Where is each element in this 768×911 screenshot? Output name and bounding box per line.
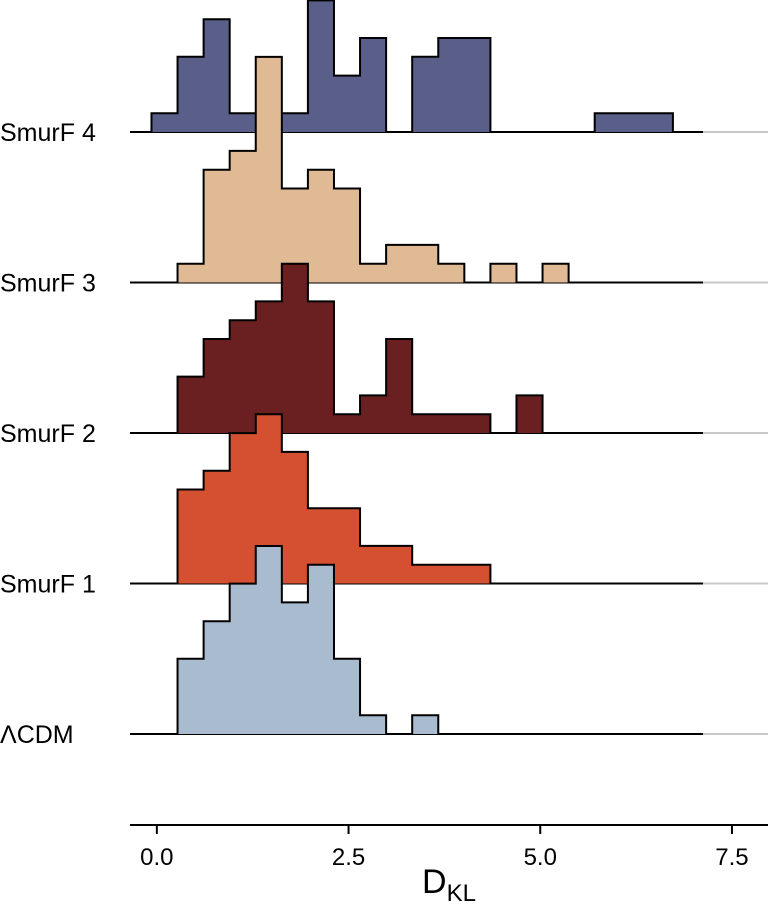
histogram-bar [281,451,309,584]
histogram-bar [333,658,361,734]
histogram-bar [177,658,205,734]
histogram-bar [151,113,179,132]
histogram-bar [412,715,439,734]
histogram-bar [646,113,674,132]
histogram-bar [412,244,439,283]
histogram-bar [203,19,231,133]
histogram-bar [281,263,309,433]
x-tick-label: 5.0 [524,844,557,871]
histogram-bar [333,188,361,283]
histogram-bar [360,545,387,584]
histogram-bar [281,113,309,132]
histogram-bar [203,169,231,283]
histogram-bar [255,56,283,283]
histogram-bar [438,564,465,584]
histogram-outline [151,55,673,284]
histogram-bar [438,263,465,283]
histogram-bar [360,263,387,283]
histogram-bar [360,715,387,734]
histogram-bar [177,489,205,584]
series-label: SmurF 2 [0,420,96,448]
histogram-bar [464,414,491,433]
histogram-bar [203,339,231,433]
histogram-bar [307,169,335,283]
histogram-bar [333,508,361,584]
histogram-bar [229,113,257,132]
histogram-bar [229,433,257,584]
histogram-bar [386,545,413,584]
histogram-bar [412,564,439,584]
histogram-bar [386,339,413,433]
histogram-outline [151,545,673,735]
histogram-bar [177,376,205,433]
histogram-bar [281,602,309,734]
histogram-bar [307,564,335,734]
x-axis-label: DKL [422,863,476,906]
histogram-bar [360,38,387,132]
histogram-bar [438,414,465,433]
histogram-bar [203,470,231,584]
series-label: SmurF 3 [0,270,96,298]
histogram-bar [516,395,544,433]
histogram-bar [255,301,283,433]
x-tick-label: 0.0 [140,844,173,871]
histogram-bar [229,320,257,433]
histogram-bar [542,263,570,283]
histogram-bar [229,583,257,734]
histogram-bar [464,38,491,132]
histogram-bar [177,263,205,283]
histogram-bar [360,395,387,433]
histogram-outline [150,0,674,133]
histogram-bar [333,414,361,433]
histogram-bar [438,38,465,132]
histogram-bar [203,621,231,734]
histogram-bar [620,113,648,132]
x-tick-label: 7.5 [715,844,748,871]
histogram-bar [464,564,491,584]
histogram-bar [594,113,622,132]
histogram-bar [490,263,517,283]
histogram-bar [412,56,439,132]
histogram-bar [386,244,413,283]
histogram-outline [151,413,673,585]
series-label: SmurF 1 [0,571,96,599]
histogram-outline [151,262,673,434]
histogram-bar [177,56,205,132]
x-axis-label-main: D [422,863,447,901]
histogram-bar [412,414,439,433]
series-label: ΛCDM [0,721,74,749]
histogram-bar [307,301,335,433]
x-axis-label-sub: KL [447,880,476,906]
x-tick-label: 2.5 [332,844,365,871]
histogram-bar [255,546,283,734]
histogram-bar [333,75,361,132]
histogram-bar [307,0,335,133]
histogram-bar [229,150,257,283]
series-label: SmurF 4 [0,119,96,147]
